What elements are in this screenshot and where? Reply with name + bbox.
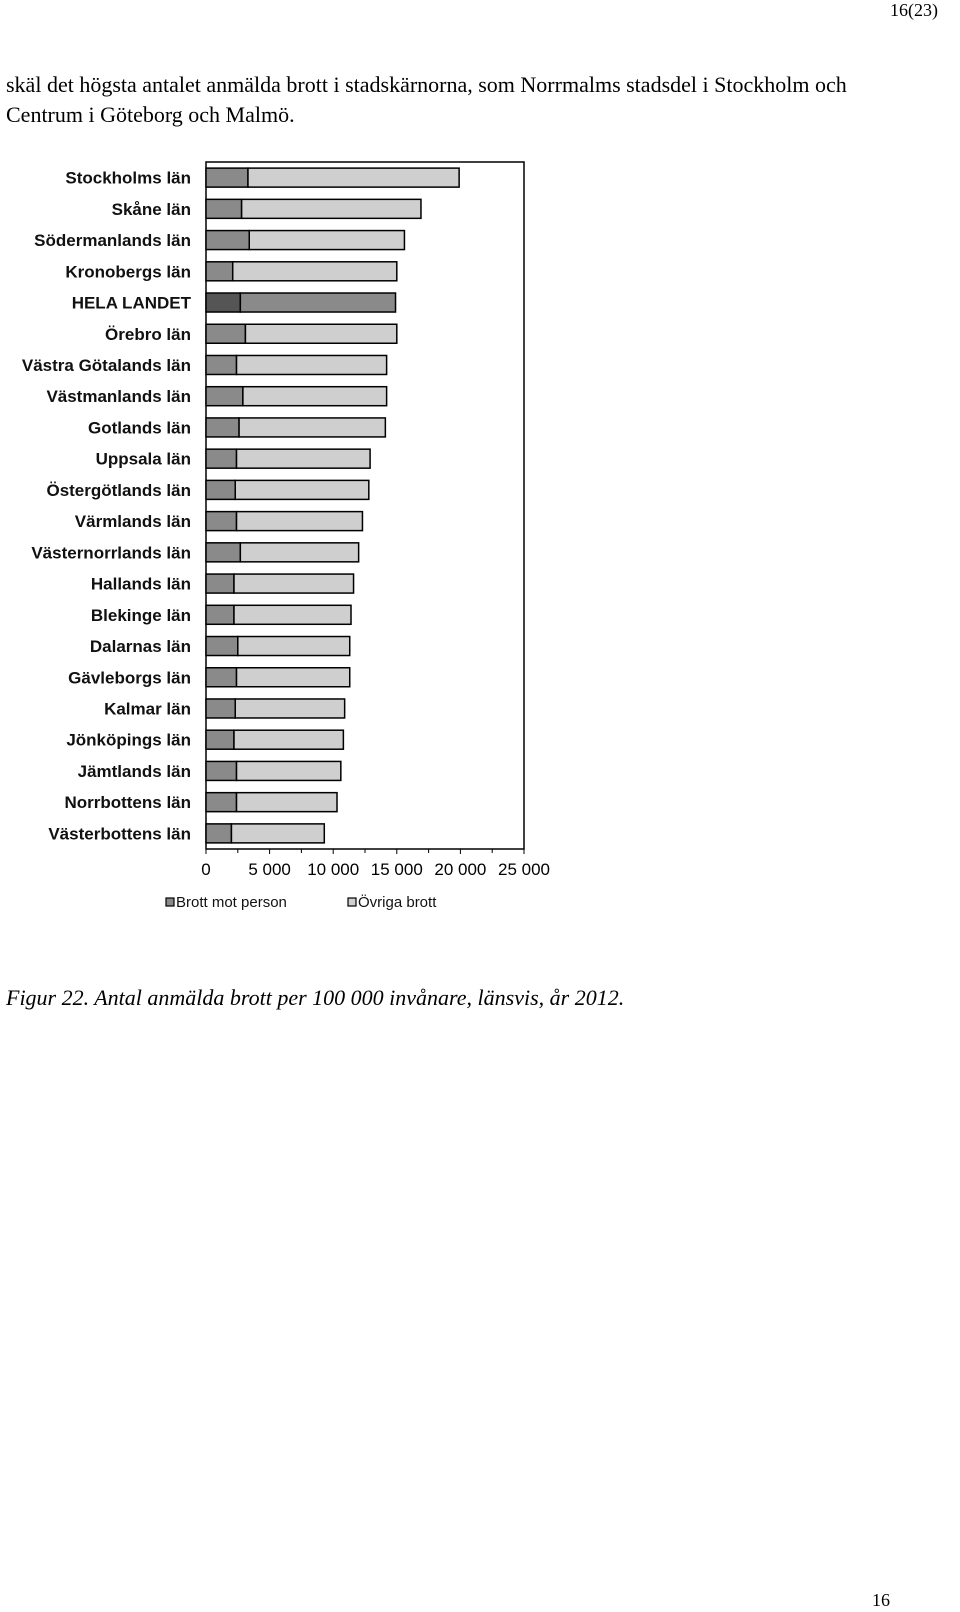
category-label: Skåne län <box>112 200 191 219</box>
bar-ovriga-brott <box>248 229 406 251</box>
category-label: Västra Götalands län <box>22 356 191 375</box>
bar-ovriga-brott <box>237 635 351 657</box>
bar-ovriga-brott <box>242 385 388 407</box>
bar-ovriga-brott <box>239 542 360 563</box>
bar-brott-mot-person <box>205 635 239 657</box>
x-tick-label: 15 000 <box>371 860 423 879</box>
category-label: Jämtlands län <box>78 762 191 781</box>
bar-brott-mot-person <box>205 448 238 469</box>
category-label: Värmlands län <box>75 512 191 531</box>
bar-brott-mot-person <box>205 823 233 844</box>
x-tick-label: 0 <box>201 860 210 879</box>
category-label: Västernorrlands län <box>31 543 191 562</box>
category-label: Kronobergs län <box>65 262 191 281</box>
bar-ovriga-brott <box>235 667 351 688</box>
bar-brott-mot-person <box>205 417 240 438</box>
bar-brott-mot-person <box>205 385 244 407</box>
bar-brott-mot-person <box>205 479 237 501</box>
category-label: Uppsala län <box>96 450 191 469</box>
bar-brott-mot-person <box>205 698 237 719</box>
bar-brott-mot-person <box>205 229 250 251</box>
bar-brott-mot-person <box>205 760 238 782</box>
bar-ovriga-brott <box>235 791 338 813</box>
x-tick-label: 20 000 <box>434 860 486 879</box>
x-tick-label: 25 000 <box>498 860 550 879</box>
bar-brott-mot-person <box>205 261 234 282</box>
bar-brott-mot-person <box>205 573 235 594</box>
intro-paragraph: skäl det högsta antalet anmälda brott i … <box>6 72 847 127</box>
bar-brott-mot-person <box>205 167 249 188</box>
bar-brott-mot-person <box>205 729 235 750</box>
bar-ovriga-brott <box>235 448 371 469</box>
page-header-label: 16(23) <box>890 0 938 20</box>
bar-brott-mot-person <box>205 604 235 626</box>
category-label: Dalarnas län <box>90 637 191 656</box>
legend-label: Övriga brott <box>358 893 437 911</box>
bar-brott-mot-person <box>205 354 238 376</box>
category-label: Västmanlands län <box>46 387 191 406</box>
category-label: Gotlands län <box>88 418 191 437</box>
bar-brott-mot-person <box>205 667 238 688</box>
bar-brott-mot-person <box>205 542 242 563</box>
bar-ovriga-brott <box>247 167 460 188</box>
legend-swatch <box>165 897 175 907</box>
bar-ovriga-brott <box>235 760 342 782</box>
bar-ovriga-brott <box>235 354 388 376</box>
category-label: Östergötlands län <box>46 481 191 500</box>
bar-ovriga-brott <box>238 417 387 438</box>
bar-ovriga-brott <box>239 292 397 313</box>
bar-ovriga-brott <box>244 323 398 344</box>
stacked-bar-chart: 0 5 000 10 000 15 000 20 000 25 000 Stockholms… <box>22 161 550 911</box>
category-label: Stockholms län <box>65 169 191 188</box>
bar-brott-mot-person <box>205 791 238 813</box>
x-tick-label: 5 000 <box>248 860 291 879</box>
bar-ovriga-brott <box>230 823 326 844</box>
bar-brott-mot-person <box>205 510 238 532</box>
legend-label: Brott mot person <box>176 894 287 911</box>
bar-ovriga-brott <box>233 573 355 594</box>
bar-brott-mot-person <box>205 323 247 344</box>
figure-caption: Figur 22. Antal anmälda brott per 100 00… <box>6 985 625 1010</box>
bar-ovriga-brott <box>234 698 346 719</box>
category-label: HELA LANDET <box>72 294 192 313</box>
page-number: 16 <box>872 1590 890 1610</box>
bar-ovriga-brott <box>233 729 345 750</box>
category-label: Norrbottens län <box>64 793 191 812</box>
bar-ovriga-brott <box>231 261 398 282</box>
category-label: Blekinge län <box>91 606 191 625</box>
bar-ovriga-brott <box>235 510 364 532</box>
category-label: Örebro län <box>105 325 191 344</box>
bar-brott-mot-person <box>205 198 243 220</box>
bar-ovriga-brott <box>233 604 352 626</box>
legend-swatch <box>347 897 357 907</box>
category-label: Kalmar län <box>104 699 191 718</box>
bar-ovriga-brott <box>240 198 422 220</box>
category-label: Jönköpings län <box>66 731 191 750</box>
category-label: Södermanlands län <box>34 231 191 250</box>
bar-ovriga-brott <box>234 479 370 501</box>
bar-brott-mot-person <box>205 292 242 313</box>
category-label: Hallands län <box>91 575 191 594</box>
category-label: Västerbottens län <box>48 824 191 843</box>
x-tick-label: 10 000 <box>307 860 359 879</box>
category-label: Gävleborgs län <box>68 668 191 687</box>
